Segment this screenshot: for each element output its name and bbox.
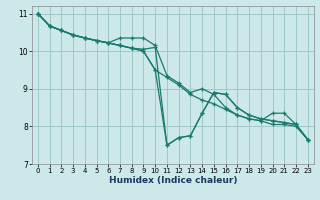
X-axis label: Humidex (Indice chaleur): Humidex (Indice chaleur) [108,176,237,185]
